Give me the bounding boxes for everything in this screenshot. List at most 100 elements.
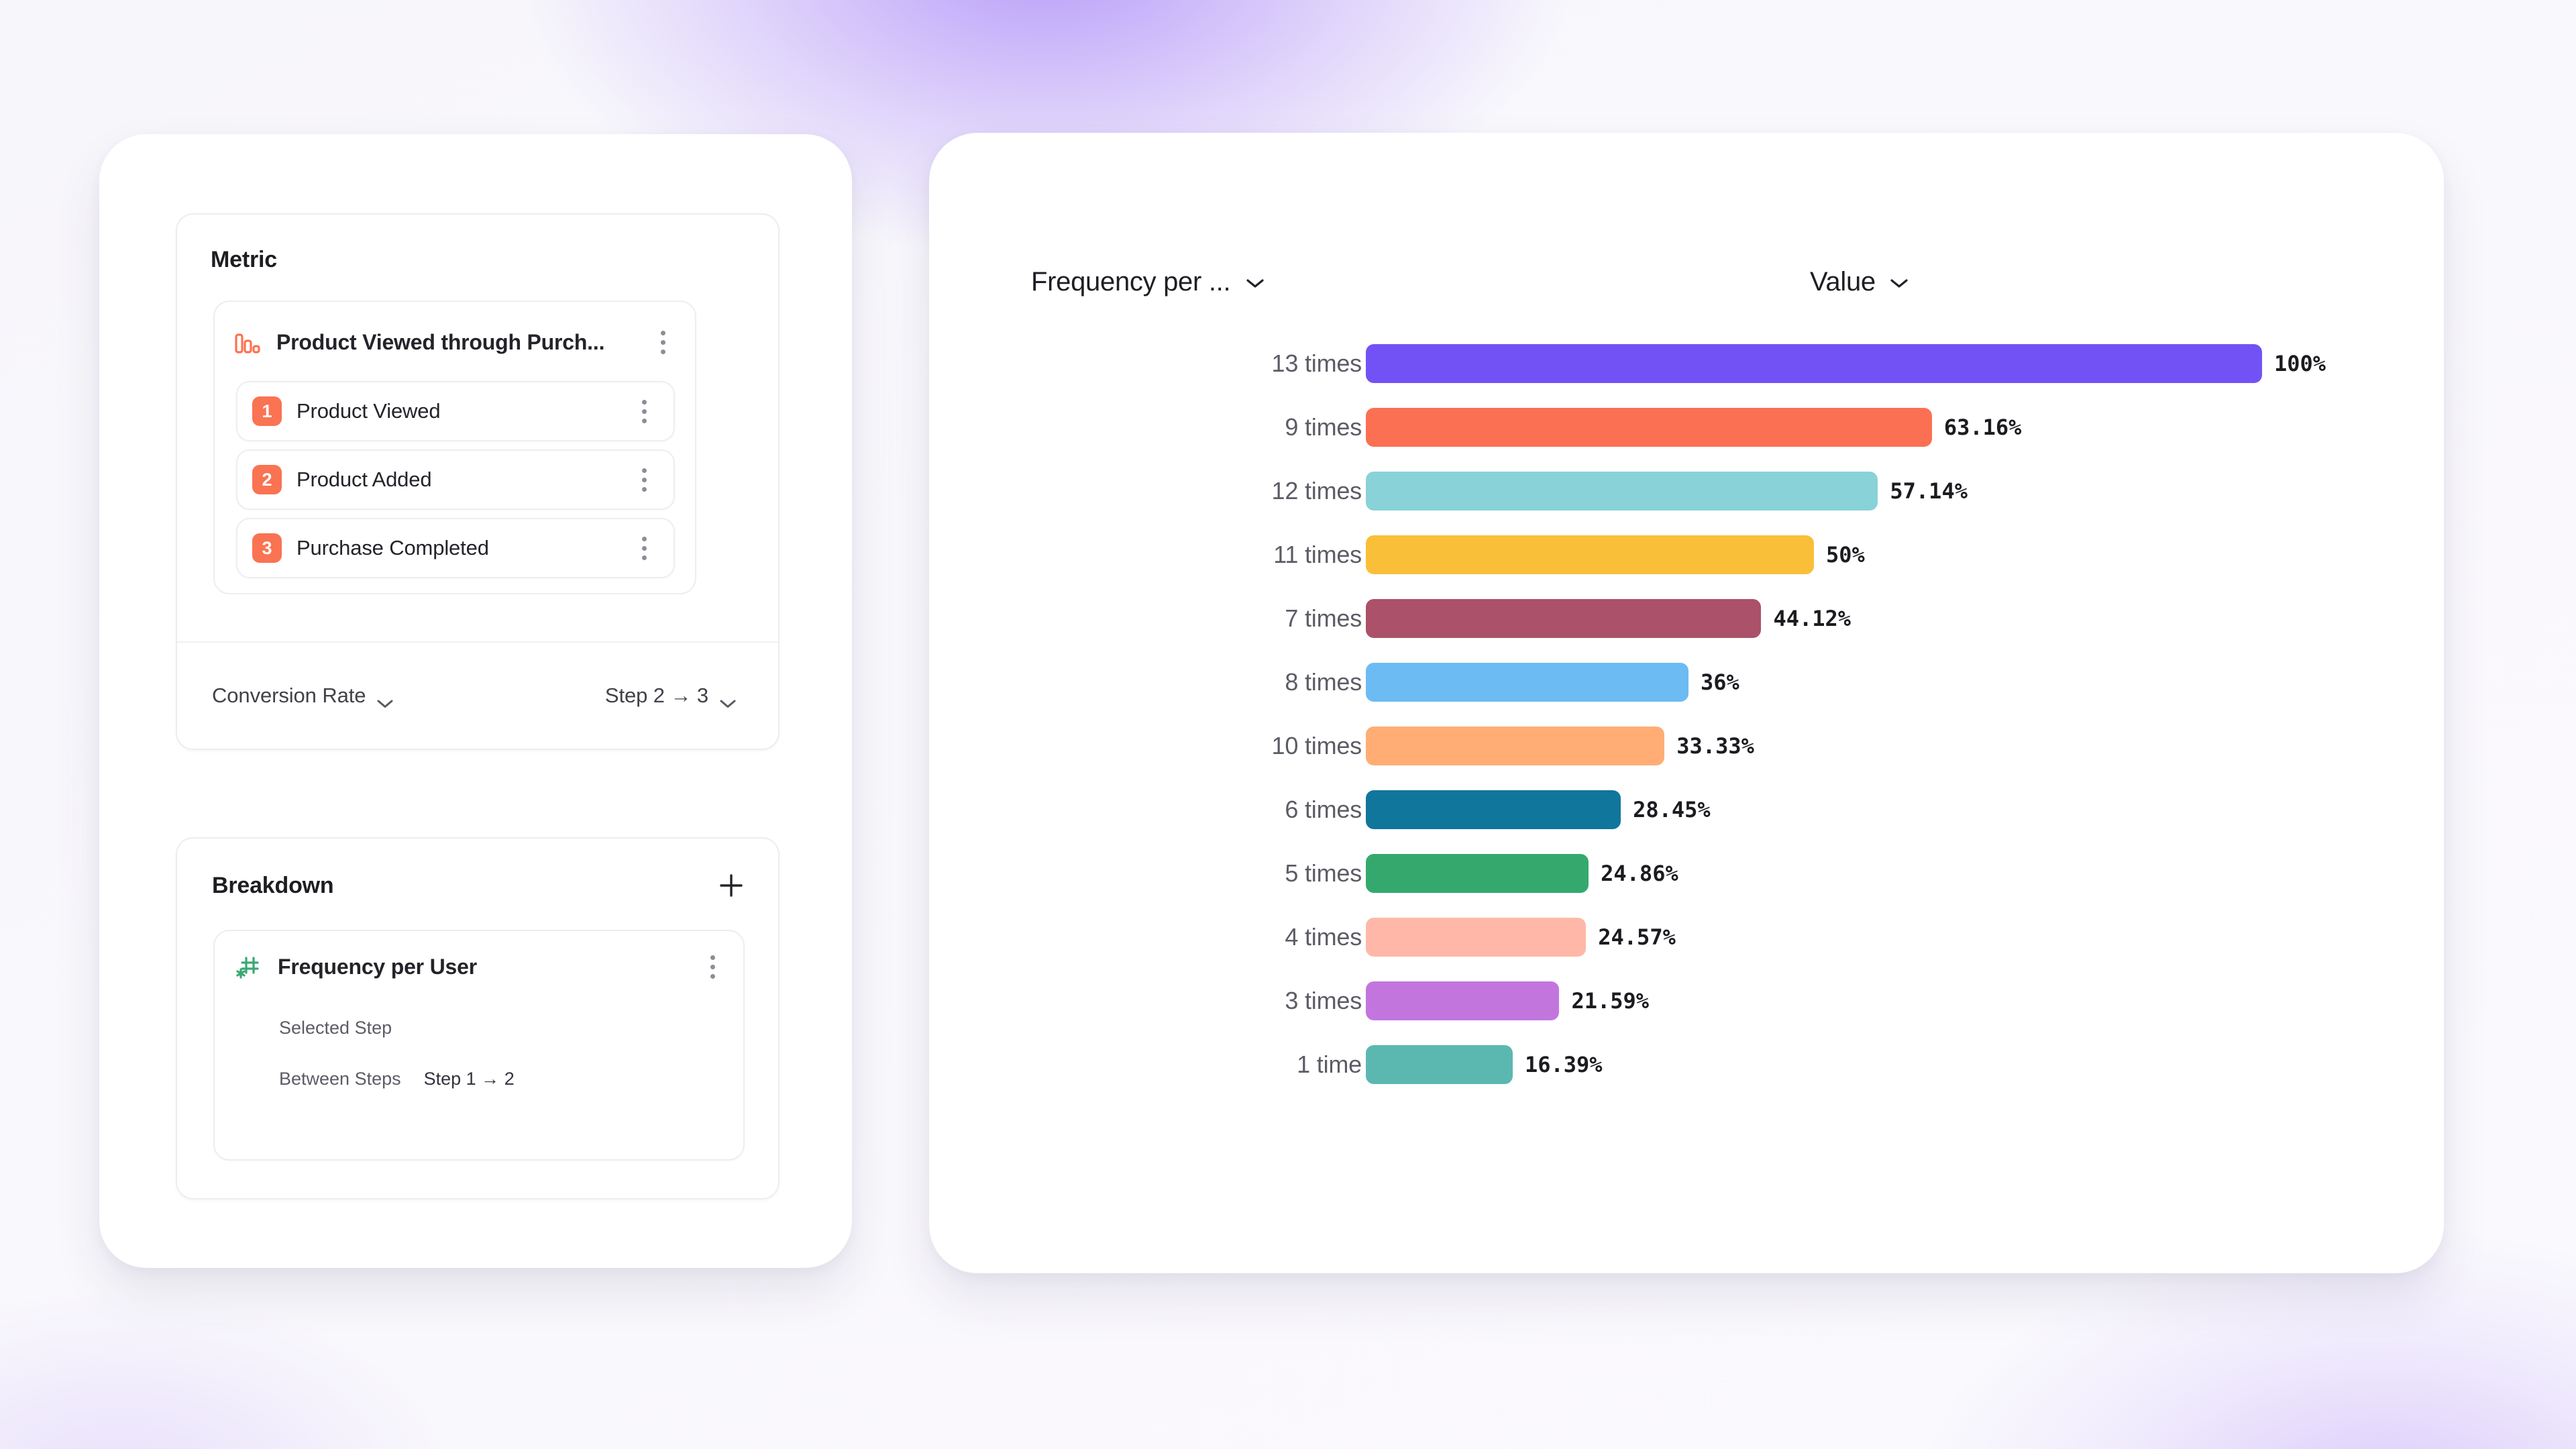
bar-category-label: 9 times [1285, 413, 1362, 441]
bar-value-label: 28.45% [1633, 796, 1711, 822]
breakdown-property-group: Frequency per User Selected Step Between… [213, 930, 745, 1161]
bar-value-label: 36% [1700, 669, 1739, 695]
bar-fill[interactable] [1366, 471, 1878, 511]
bar-fill[interactable] [1366, 981, 1560, 1020]
step-label: Purchase Completed [297, 536, 489, 559]
bar-row[interactable]: 12 times 57.14% [929, 459, 2444, 523]
bar-category-label: 7 times [1285, 604, 1362, 632]
bar-value-label: 100% [2274, 350, 2326, 376]
chevron-down-icon [1889, 277, 1908, 288]
bar-fill[interactable] [1366, 1044, 1513, 1084]
breakdown-property-row[interactable]: Frequency per User [215, 931, 743, 1002]
bar-row[interactable]: 13 times 100% [929, 331, 2444, 395]
step-label: Product Viewed [297, 399, 441, 423]
kebab-menu-icon[interactable] [631, 396, 657, 427]
breakdown-card: Breakdown Frequency per User [176, 837, 780, 1199]
chart-header: Frequency per ... Value [929, 267, 2444, 321]
funnel-step-3[interactable]: 3 Purchase Completed [236, 518, 675, 578]
chevron-down-icon [376, 690, 394, 708]
funnel-step-2[interactable]: 2 Product Added [236, 449, 675, 510]
dimension-column-select[interactable]: Frequency per ... [1031, 267, 1264, 297]
value-column-select[interactable]: Value [1810, 267, 1908, 297]
bar-category-label: 11 times [1273, 540, 1362, 568]
bar-track: 36% [1366, 662, 2417, 702]
kebab-menu-icon[interactable] [631, 533, 657, 564]
bar-row[interactable]: 5 times 24.86% [929, 841, 2444, 905]
bar-value-label: 21.59% [1571, 987, 1650, 1014]
bar-row[interactable]: 9 times 63.16% [929, 395, 2444, 459]
bar-category-label: 13 times [1271, 349, 1362, 377]
bar-category-label: 6 times [1285, 795, 1362, 823]
chevron-down-icon [719, 690, 737, 708]
bar-track: 63.16% [1366, 407, 2417, 447]
between-steps-label: Between Steps [279, 1068, 401, 1089]
bar-row[interactable]: 6 times 28.45% [929, 777, 2444, 841]
breakdown-property-name: Frequency per User [278, 954, 477, 979]
chart-panel: Frequency per ... Value 13 times 100% 9 ti… [929, 133, 2444, 1273]
step-label: Product Added [297, 468, 432, 491]
metric-card-title: Metric [211, 247, 277, 272]
bar-fill[interactable] [1366, 853, 1589, 893]
bar-value-label: 33.33% [1676, 733, 1754, 759]
metric-card: Metric Product Viewed through Purch... [176, 213, 780, 750]
bar-track: 50% [1366, 535, 2417, 574]
kebab-menu-icon[interactable] [699, 951, 726, 982]
bar-track: 21.59% [1366, 981, 2417, 1020]
bar-track: 24.86% [1366, 853, 2417, 893]
selected-step-row[interactable]: Selected Step [215, 1002, 743, 1053]
selected-step-label: Selected Step [279, 1017, 392, 1038]
conversion-rate-select[interactable]: Conversion Rate [212, 684, 394, 708]
bar-fill[interactable] [1366, 662, 1688, 702]
bar-row[interactable]: 11 times 50% [929, 523, 2444, 586]
bar-fill[interactable] [1366, 535, 1814, 574]
bar-value-label: 44.12% [1773, 605, 1851, 631]
bar-track: 57.14% [1366, 471, 2417, 511]
bar-fill[interactable] [1366, 598, 1762, 638]
between-steps-value: Step 1 → 2 [423, 1068, 515, 1089]
bar-value-label: 24.86% [1601, 860, 1678, 886]
step-number-badge: 3 [252, 533, 282, 563]
step-range-select[interactable]: Step 2 → 3 [605, 684, 737, 708]
bar-row[interactable]: 4 times 24.57% [929, 905, 2444, 969]
bar-value-label: 50% [1826, 541, 1865, 568]
bar-row[interactable]: 7 times 44.12% [929, 586, 2444, 650]
kebab-menu-icon[interactable] [649, 327, 676, 358]
funnel-step-1[interactable]: 1 Product Viewed [236, 381, 675, 441]
bar-fill[interactable] [1366, 917, 1587, 957]
kebab-menu-icon[interactable] [631, 464, 657, 495]
bar-track: 100% [1366, 343, 2417, 383]
plus-icon[interactable] [714, 868, 749, 903]
hash-asterisk-icon [233, 951, 264, 982]
bar-track: 24.57% [1366, 917, 2417, 957]
bar-fill[interactable] [1366, 726, 1665, 765]
bar-category-label: 8 times [1285, 667, 1362, 696]
conversion-rate-label: Conversion Rate [212, 684, 366, 707]
bar-fill[interactable] [1366, 407, 1932, 447]
chevron-down-icon [1245, 277, 1264, 288]
bar-track: 16.39% [1366, 1044, 2417, 1084]
bar-row[interactable]: 1 time 16.39% [929, 1032, 2444, 1096]
bar-row[interactable]: 8 times 36% [929, 650, 2444, 714]
bar-track: 33.33% [1366, 726, 2417, 765]
bar-category-label: 12 times [1271, 476, 1362, 504]
bar-chart: 13 times 100% 9 times 63.16% 12 times 57.14% 1… [929, 331, 2444, 1096]
breakdown-header: Breakdown [212, 865, 749, 906]
bar-fill[interactable] [1366, 343, 2262, 383]
bar-fill[interactable] [1366, 790, 1621, 829]
dimension-column-label: Frequency per ... [1031, 267, 1231, 297]
funnel-name: Product Viewed through Purch... [276, 329, 605, 354]
funnel-header-row[interactable]: Product Viewed through Purch... [215, 311, 695, 373]
bar-row[interactable]: 10 times 33.33% [929, 714, 2444, 777]
bar-row[interactable]: 3 times 21.59% [929, 969, 2444, 1032]
bar-category-label: 1 time [1297, 1050, 1362, 1078]
left-config-panel: Metric Product Viewed through Purch... [99, 134, 852, 1268]
metric-card-footer: Conversion Rate Step 2 → 3 [177, 641, 778, 749]
bar-category-label: 3 times [1285, 986, 1362, 1014]
value-column-label: Value [1810, 267, 1876, 297]
between-steps-row[interactable]: Between Steps Step 1 → 2 [215, 1053, 743, 1104]
bar-category-label: 4 times [1285, 922, 1362, 951]
funnel-definition-group: Product Viewed through Purch... 1 Produc… [213, 301, 696, 594]
bar-value-label: 57.14% [1890, 478, 1968, 504]
step-range-label: Step 2 → 3 [604, 684, 708, 707]
